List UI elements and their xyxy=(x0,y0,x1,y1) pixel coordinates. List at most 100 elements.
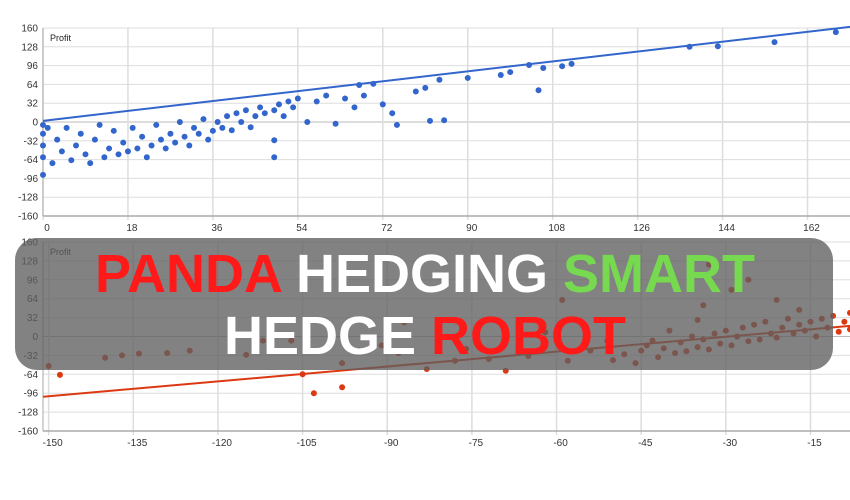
x-tick-label: 0 xyxy=(44,223,50,234)
data-point xyxy=(257,104,264,111)
x-tick-label: -30 xyxy=(723,438,738,449)
data-point xyxy=(426,117,433,124)
y-tick-label: 32 xyxy=(27,99,39,110)
data-point xyxy=(205,136,212,143)
data-point xyxy=(342,95,349,102)
data-point xyxy=(134,145,141,152)
data-point xyxy=(44,124,51,131)
data-point xyxy=(124,148,131,155)
x-tick-label: 108 xyxy=(548,223,565,234)
data-point xyxy=(162,145,169,152)
data-point xyxy=(393,121,400,128)
data-point xyxy=(568,60,575,67)
data-point xyxy=(87,160,94,167)
data-point xyxy=(332,120,339,127)
data-point xyxy=(110,127,117,134)
data-point xyxy=(115,151,122,158)
data-point xyxy=(310,390,317,397)
x-tick-label: -45 xyxy=(638,438,653,449)
data-point xyxy=(106,145,113,152)
data-point xyxy=(464,74,471,81)
data-point xyxy=(247,124,254,131)
x-tick-label: -60 xyxy=(553,438,568,449)
data-point xyxy=(339,384,346,391)
data-point xyxy=(422,84,429,91)
data-point xyxy=(40,154,46,161)
data-point xyxy=(252,113,259,120)
data-point xyxy=(219,124,226,131)
data-point xyxy=(40,130,46,137)
data-point xyxy=(497,72,504,78)
trend-line xyxy=(42,25,850,122)
banner-word-hedging: HEDGING xyxy=(295,244,549,304)
x-tick-label: -105 xyxy=(297,438,317,449)
data-point xyxy=(436,76,443,83)
data-point xyxy=(224,113,231,120)
data-point xyxy=(167,130,174,137)
data-point xyxy=(360,92,367,99)
y-tick-label: -160 xyxy=(18,427,38,438)
data-point xyxy=(139,133,146,140)
data-point xyxy=(290,104,297,111)
data-point xyxy=(54,136,61,143)
data-point xyxy=(143,154,150,161)
y-tick-label: -96 xyxy=(24,174,39,185)
data-point xyxy=(238,119,245,125)
banner-line-2: HEDGE ROBOT xyxy=(0,306,850,366)
data-point xyxy=(441,117,448,124)
data-point xyxy=(294,95,301,102)
data-point xyxy=(63,124,70,131)
data-point xyxy=(77,130,84,137)
data-point xyxy=(200,116,207,123)
data-point xyxy=(389,110,396,117)
banner-word-hedge: HEDGE xyxy=(223,306,417,366)
data-point xyxy=(261,110,268,117)
data-point xyxy=(191,124,198,131)
x-tick-label: 54 xyxy=(296,223,308,234)
data-point xyxy=(40,121,46,128)
y-tick-label: -32 xyxy=(24,136,39,147)
data-point xyxy=(535,87,542,94)
data-point xyxy=(351,104,358,111)
y-tick-label: -160 xyxy=(18,212,38,223)
data-point xyxy=(129,124,136,131)
x-tick-label: 162 xyxy=(803,223,820,234)
y-tick-label: 64 xyxy=(27,80,39,91)
data-point xyxy=(507,69,514,76)
data-point xyxy=(176,119,183,125)
x-tick-label: -90 xyxy=(384,438,399,449)
y-tick-label: -128 xyxy=(18,193,38,204)
data-point xyxy=(101,154,108,161)
data-point xyxy=(233,110,240,117)
y-tick-label: 0 xyxy=(32,118,38,129)
y-tick-label: -64 xyxy=(24,370,39,381)
data-point xyxy=(157,136,164,143)
y-axis-label: Profit xyxy=(50,33,72,43)
data-point xyxy=(271,154,278,161)
data-point xyxy=(148,142,155,149)
x-tick-label: 36 xyxy=(211,223,223,234)
data-point xyxy=(313,98,320,105)
data-point xyxy=(153,121,160,128)
data-point xyxy=(271,107,278,114)
data-point xyxy=(181,133,188,140)
x-tick-label: -15 xyxy=(807,438,822,449)
data-point xyxy=(835,328,842,335)
data-point xyxy=(82,151,89,158)
data-point xyxy=(56,371,63,378)
data-point xyxy=(73,142,80,149)
data-point xyxy=(228,127,235,134)
data-point xyxy=(120,139,127,146)
y-tick-label: 160 xyxy=(21,24,38,35)
data-point xyxy=(323,92,330,99)
x-tick-label: 90 xyxy=(466,223,478,234)
data-point xyxy=(195,130,202,137)
data-point xyxy=(58,148,65,155)
data-point xyxy=(68,157,75,164)
x-tick-label: -75 xyxy=(469,438,484,449)
y-tick-label: -96 xyxy=(24,389,39,400)
data-point xyxy=(172,139,179,146)
data-point xyxy=(540,64,547,71)
data-point xyxy=(96,121,103,128)
data-point xyxy=(280,113,287,120)
